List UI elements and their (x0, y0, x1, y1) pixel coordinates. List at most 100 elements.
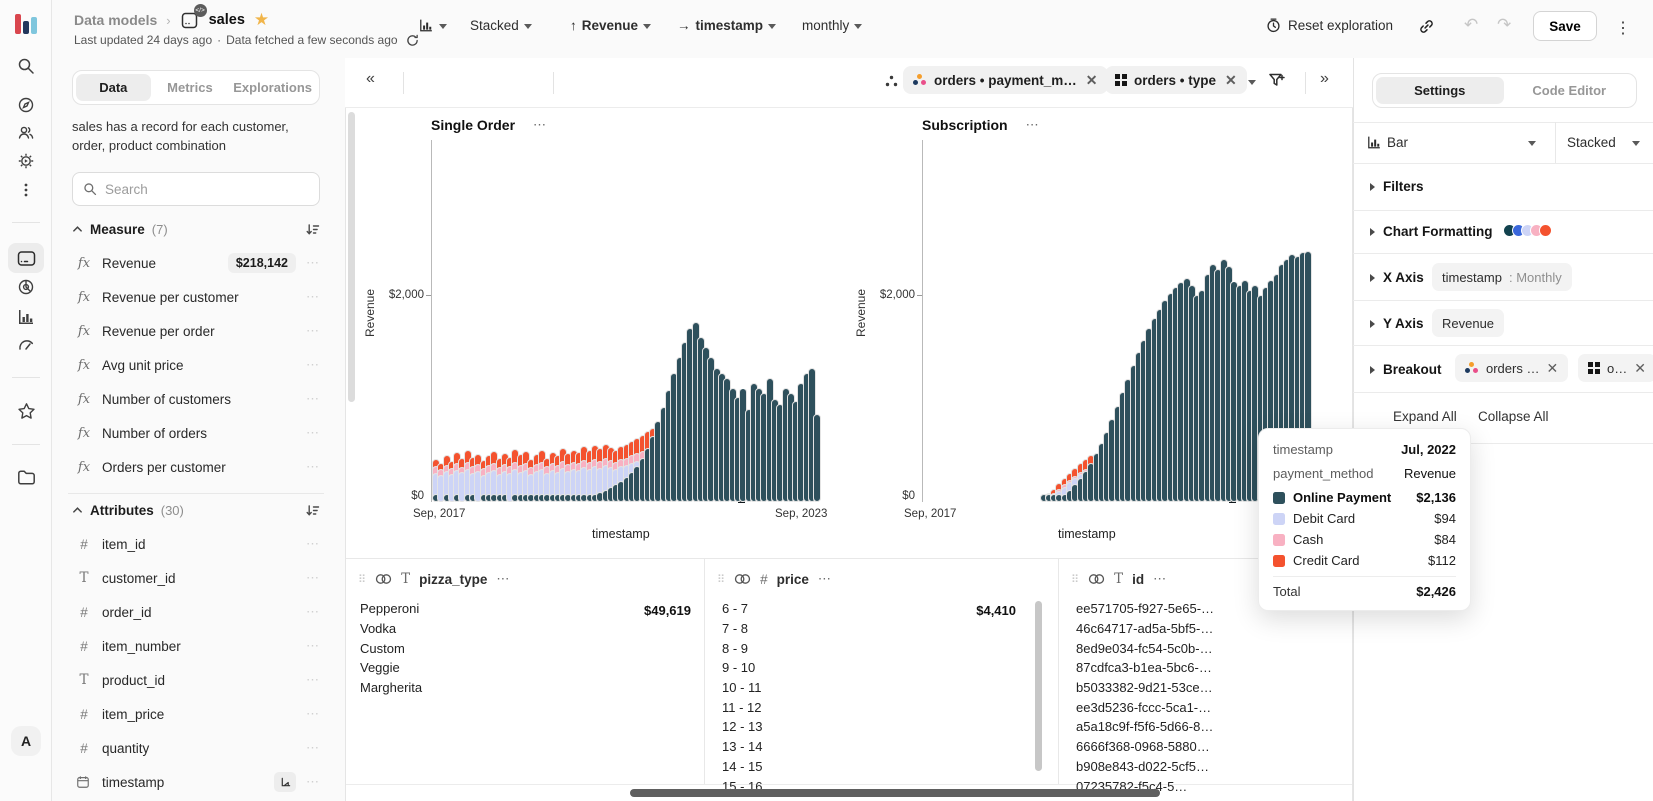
table-row[interactable]: 6666f368-0968-5880… (1076, 737, 1346, 757)
undo-icon[interactable]: ↶ (1464, 15, 1479, 34)
more-vertical-icon[interactable] (14, 178, 38, 202)
breakout-section-header[interactable]: Breakout (1370, 362, 1442, 377)
attribute-row-customer-id[interactable]: T customer_id ⋯ (64, 561, 328, 595)
breakout-chip-1[interactable]: orders … ✕ (1455, 354, 1569, 382)
x-field-dropdown[interactable]: → timestamp (677, 0, 777, 50)
table-row[interactable]: Veggie (360, 658, 695, 678)
row-menu-icon[interactable]: ⋯ (306, 255, 320, 270)
breakout-chip-payment-method[interactable]: orders • payment_m… ✕ (903, 66, 1108, 94)
row-menu-icon[interactable]: ⋯ (306, 774, 320, 789)
panel-menu-icon[interactable]: ⋯ (1153, 571, 1168, 586)
id-panel-header[interactable]: ⠿ T id ⋯ (1071, 571, 1168, 587)
table-row[interactable]: Margherita (360, 678, 695, 698)
table-row[interactable]: 8ed9e034-fc54-5c0b-… (1076, 638, 1346, 658)
drag-handle-icon[interactable]: ⠿ (1071, 573, 1080, 586)
add-filter-icon[interactable] (1268, 72, 1286, 89)
table-row[interactable]: Vodka (360, 619, 695, 639)
y-field-dropdown[interactable]: ↑ Revenue (570, 0, 652, 50)
chart-menu-icon[interactable]: ⋯ (1025, 117, 1040, 132)
collapse-panel-icon[interactable]: « (366, 70, 375, 87)
table-row[interactable]: 9 - 10 (722, 658, 1024, 678)
search-input[interactable] (105, 181, 309, 197)
row-menu-icon[interactable]: ⋯ (306, 425, 320, 440)
row-menu-icon[interactable]: ⋯ (306, 740, 320, 755)
remove-chip-icon[interactable]: ✕ (1225, 71, 1237, 88)
measure-row-number-of-orders[interactable]: fx Number of orders ⋯ (64, 416, 328, 450)
row-menu-icon[interactable]: ⋯ (306, 323, 320, 338)
sort-icon[interactable] (306, 504, 320, 517)
measure-row-revenue[interactable]: fx Revenue $218,142 ⋯ (64, 246, 328, 280)
row-menu-icon[interactable]: ⋯ (306, 672, 320, 687)
row-menu-icon[interactable]: ⋯ (306, 570, 320, 585)
stack-type-select[interactable]: Stacked (1567, 135, 1616, 150)
y-axis-field-chip[interactable]: Revenue (1432, 309, 1505, 337)
table-row[interactable]: 11 - 12 (722, 697, 1024, 717)
row-menu-icon[interactable]: ⋯ (306, 289, 320, 304)
app-logo[interactable] (13, 11, 39, 37)
refresh-icon[interactable] (406, 34, 419, 47)
pizza-type-panel-header[interactable]: ⠿ T pizza_type ⋯ (358, 571, 511, 587)
filters-section-header[interactable]: Filters (1370, 179, 1424, 194)
granularity-dropdown[interactable]: monthly (802, 0, 863, 50)
breakout-chip-type[interactable]: orders • type ✕ (1105, 66, 1247, 94)
chart-type-dropdown[interactable] (418, 0, 447, 50)
search-box[interactable] (72, 172, 320, 206)
favorite-star-icon[interactable]: ★ (253, 10, 270, 29)
chips-overflow-caret-icon[interactable] (1248, 80, 1256, 85)
color-palette-preview[interactable] (1503, 224, 1552, 237)
x-axis-field-chip[interactable]: timestamp: Monthly (1432, 263, 1572, 291)
folder-icon[interactable] (14, 465, 38, 489)
table-row[interactable]: b5033382-9d21-53ce… (1076, 678, 1346, 698)
compass-icon[interactable] (14, 93, 38, 117)
tab-code-editor[interactable]: Code Editor (1532, 83, 1607, 98)
data-model-icon[interactable] (14, 246, 38, 270)
remove-chip-icon[interactable]: ✕ (1546, 359, 1559, 376)
table-row[interactable]: ee3d5236-fccc-5ca1-… (1076, 697, 1346, 717)
tab-explorations[interactable]: Explorations (233, 80, 312, 95)
chart-formatting-section-header[interactable]: Chart Formatting (1370, 224, 1493, 239)
measure-row-avg-unit-price[interactable]: fx Avg unit price ⋯ (64, 348, 328, 382)
caret-down-icon[interactable] (1632, 141, 1640, 146)
table-row[interactable]: b908e843-d022-5cf5… (1076, 757, 1346, 777)
header-kebab-menu-icon[interactable]: ⋮ (1615, 20, 1631, 37)
save-button[interactable]: Save (1533, 11, 1597, 41)
attributes-section-header[interactable]: Attributes (30) (72, 503, 320, 518)
share-link-icon[interactable] (1418, 18, 1435, 35)
attribute-row-item-id[interactable]: # item_id ⋯ (64, 527, 328, 561)
row-menu-icon[interactable]: ⋯ (306, 536, 320, 551)
tab-metrics[interactable]: Metrics (167, 80, 213, 95)
measure-row-orders-per-customer[interactable]: fx Orders per customer ⋯ (64, 450, 328, 484)
table-row[interactable]: 12 - 13 (722, 717, 1024, 737)
measure-row-number-of-customers[interactable]: fx Number of customers ⋯ (64, 382, 328, 416)
measure-row-revenue-per-customer[interactable]: fx Revenue per customer ⋯ (64, 280, 328, 314)
breakout-icon[interactable] (884, 74, 899, 88)
stack-mode-dropdown[interactable]: Stacked (470, 0, 532, 50)
x-axis-section-header[interactable]: X Axis (1370, 270, 1424, 285)
reset-exploration-button[interactable]: Reset exploration (1266, 18, 1393, 33)
chart-menu-icon[interactable]: ⋯ (533, 117, 548, 132)
measure-section-header[interactable]: Measure (7) (72, 222, 320, 237)
table-row[interactable]: 46c64717-ad5a-5bf5-… (1076, 619, 1346, 639)
bar-chart-icon[interactable] (14, 305, 38, 329)
caret-down-icon[interactable] (1528, 141, 1536, 146)
price-panel-header[interactable]: ⠿ # price ⋯ (717, 571, 832, 587)
main-vertical-scrollbar[interactable] (348, 112, 355, 402)
table-row[interactable]: a5a18c9f-f5f6-5d66-8… (1076, 717, 1346, 737)
table-row[interactable]: ee571705-f927-5e65-… (1076, 599, 1346, 619)
gauge-icon[interactable] (14, 333, 38, 357)
table-row[interactable]: 13 - 14 (722, 737, 1024, 757)
y-axis-section-header[interactable]: Y Axis (1370, 316, 1424, 331)
panel-menu-icon[interactable]: ⋯ (496, 571, 511, 586)
drag-handle-icon[interactable]: ⠿ (717, 573, 726, 586)
attribute-row-timestamp[interactable]: timestamp ⋯ (64, 765, 328, 799)
row-menu-icon[interactable]: ⋯ (306, 459, 320, 474)
collapse-all-link[interactable]: Collapse All (1478, 409, 1549, 424)
horizontal-scrollbar[interactable] (630, 789, 1160, 797)
breakout-chip-2[interactable]: o… ✕ (1578, 354, 1653, 382)
redo-icon[interactable]: ↷ (1497, 15, 1512, 34)
semantic-layer-icon[interactable] (14, 275, 38, 299)
tab-data[interactable]: Data (76, 74, 151, 101)
table-row[interactable]: 8 - 9 (722, 638, 1024, 658)
row-menu-icon[interactable]: ⋯ (306, 638, 320, 653)
single-order-chart-plot[interactable] (431, 140, 822, 502)
